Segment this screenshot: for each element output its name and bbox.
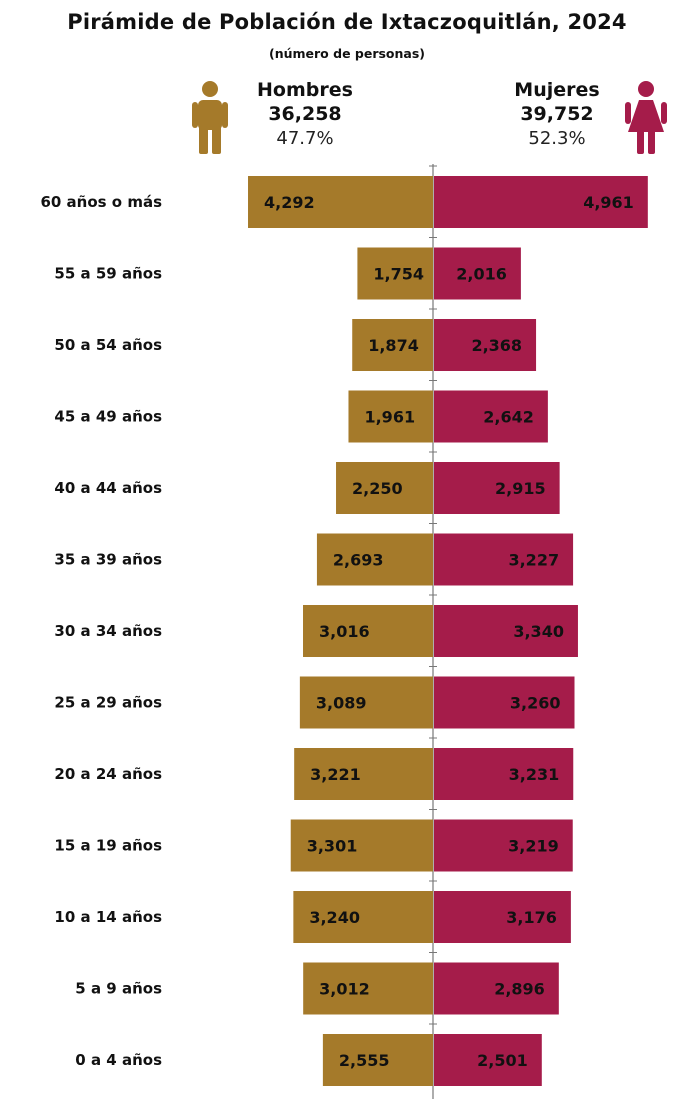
bar-men-label: 2,555 [339, 1051, 390, 1070]
bar-women-label: 2,896 [494, 980, 545, 999]
bar-men [303, 605, 433, 657]
age-group-label: 5 a 9 años [75, 980, 162, 998]
age-group-label: 0 a 4 años [75, 1051, 162, 1069]
bar-men [294, 748, 433, 800]
legend-women-percent: 52.3% [528, 128, 586, 149]
bar-women [434, 462, 560, 514]
legend-men-percent: 47.7% [276, 128, 334, 149]
bar-women-label: 2,915 [495, 479, 546, 498]
bar-women [434, 1034, 542, 1086]
bar-women-label: 2,016 [456, 265, 507, 284]
bar-women [434, 819, 573, 872]
bar-women-label: 3,219 [508, 837, 559, 856]
bar-men [303, 962, 433, 1015]
bar-men [322, 1034, 433, 1086]
age-group-label: 10 a 14 años [54, 908, 162, 926]
age-group-label: 25 a 29 años [54, 694, 162, 712]
bar-men [352, 319, 433, 371]
bar-men-label: 4,292 [264, 193, 315, 212]
legend-men-name: Hombres [257, 79, 353, 101]
male-person-icon [192, 81, 228, 154]
bar-men-label: 1,874 [368, 336, 419, 355]
bar-men [348, 390, 433, 443]
bar-men-label: 1,754 [373, 265, 424, 284]
legend-men-total: 36,258 [268, 103, 342, 125]
bar-men-label: 3,012 [319, 980, 370, 999]
bar-women [434, 891, 571, 943]
bar-women-label: 4,961 [583, 193, 634, 212]
female-person-icon [625, 81, 667, 154]
bar-women-label: 3,227 [508, 551, 559, 570]
age-group-label: 20 a 24 años [54, 765, 162, 783]
bar-men [316, 533, 433, 586]
bar-women [434, 676, 575, 729]
legend-women: Mujeres 39,752 52.3% [492, 78, 622, 152]
bar-men-label: 2,250 [352, 479, 403, 498]
bar-women-label: 3,260 [510, 694, 561, 713]
bar-men-label: 2,693 [333, 551, 384, 570]
bar-men-label: 3,089 [316, 694, 367, 713]
age-group-label: 15 a 19 años [54, 837, 162, 855]
bar-men [336, 462, 433, 514]
bar-women [434, 605, 578, 657]
bar-women [434, 748, 574, 800]
bar-women [434, 176, 648, 228]
age-group-label: 55 a 59 años [54, 265, 162, 283]
bar-women [434, 247, 521, 300]
age-group-label: 35 a 39 años [54, 551, 162, 569]
bar-women-label: 2,501 [477, 1051, 528, 1070]
age-group-label: 50 a 54 años [54, 336, 162, 354]
age-group-label: 40 a 44 años [54, 479, 162, 497]
bar-women [434, 962, 559, 1015]
chart-subtitle: (número de personas) [269, 46, 425, 61]
bar-women [434, 390, 548, 443]
bar-men-label: 3,016 [319, 622, 370, 641]
legend-women-name: Mujeres [514, 79, 600, 101]
bar-men [290, 819, 433, 872]
bar-men [293, 891, 433, 943]
bar-men-label: 3,240 [309, 908, 360, 927]
bar-women [434, 533, 574, 586]
chart-title: Pirámide de Población de Ixtaczoquitlán,… [67, 10, 627, 34]
bar-men [248, 176, 433, 228]
bar-men-label: 3,221 [310, 765, 361, 784]
bar-men-label: 3,301 [307, 837, 358, 856]
bar-women-label: 3,340 [513, 622, 564, 641]
bar-women-label: 3,231 [509, 765, 560, 784]
age-group-label: 30 a 34 años [54, 622, 162, 640]
bar-women-label: 2,368 [471, 336, 522, 355]
bar-men [299, 676, 433, 729]
legend-men: Hombres 36,258 47.7% [245, 78, 365, 152]
bar-women [434, 319, 537, 371]
age-group-label: 60 años o más [40, 193, 162, 211]
bar-women-label: 3,176 [506, 908, 557, 927]
legend-women-total: 39,752 [520, 103, 594, 125]
age-group-label: 45 a 49 años [54, 408, 162, 426]
bar-men [357, 247, 433, 300]
bar-men-label: 1,961 [364, 408, 415, 427]
bar-women-label: 2,642 [483, 408, 534, 427]
